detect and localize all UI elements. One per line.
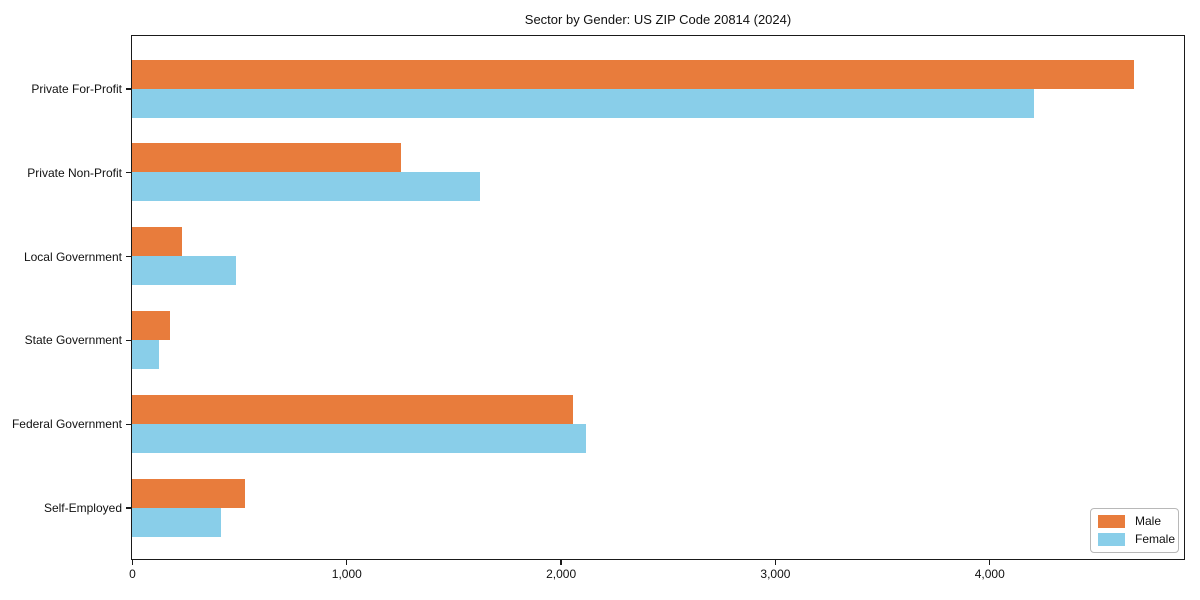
bar-female-4 — [132, 423, 587, 453]
x-tick-mark — [560, 560, 562, 565]
bar-male-5 — [132, 478, 245, 508]
female-swatch-icon — [1098, 533, 1125, 546]
y-axis-label: Self-Employed — [43, 501, 122, 515]
x-tick-label: 1,000 — [331, 567, 362, 581]
plot-area — [131, 35, 1185, 560]
x-tick-mark — [774, 560, 777, 565]
legend-label-male: Male — [1135, 514, 1162, 528]
y-tick-mark — [126, 255, 131, 258]
bar-female-1 — [132, 172, 481, 202]
bar-female-0 — [132, 88, 1035, 118]
x-tick-label: 4,000 — [974, 567, 1005, 581]
y-tick-mark — [126, 88, 131, 90]
y-axis-label: Federal Government — [11, 417, 122, 432]
bar-male-2 — [132, 227, 183, 257]
y-tick-mark — [126, 507, 131, 509]
y-tick-mark — [126, 423, 131, 425]
y-axis-label: State Government — [24, 333, 122, 348]
bar-female-5 — [132, 507, 221, 537]
bar-female-3 — [132, 339, 159, 369]
bar-female-2 — [132, 256, 236, 286]
legend-item-female: Female — [1098, 532, 1175, 547]
legend: Male Female — [1090, 508, 1179, 553]
x-tick-label: 0 — [129, 567, 136, 581]
legend-item-male: Male — [1098, 514, 1171, 529]
male-swatch-icon — [1098, 515, 1125, 528]
chart-title: Sector by Gender: US ZIP Code 20814 (202… — [524, 12, 792, 27]
y-axis-label: Private Non-Profit — [27, 165, 122, 180]
x-tick-mark — [346, 560, 348, 565]
x-tick-mark — [989, 560, 991, 565]
y-axis-label: Local Government — [23, 249, 122, 264]
bar-male-3 — [132, 310, 170, 340]
y-axis-label: Private For-Profit — [31, 82, 122, 96]
x-tick-label: 3,000 — [760, 567, 791, 581]
x-tick-label: 2,000 — [546, 567, 577, 581]
bar-male-4 — [132, 394, 574, 424]
bar-male-1 — [132, 143, 401, 173]
y-tick-mark — [126, 339, 131, 342]
bar-male-0 — [132, 59, 1134, 89]
y-tick-mark — [126, 172, 131, 174]
x-tick-mark — [131, 560, 134, 565]
legend-label-female: Female — [1135, 532, 1176, 546]
